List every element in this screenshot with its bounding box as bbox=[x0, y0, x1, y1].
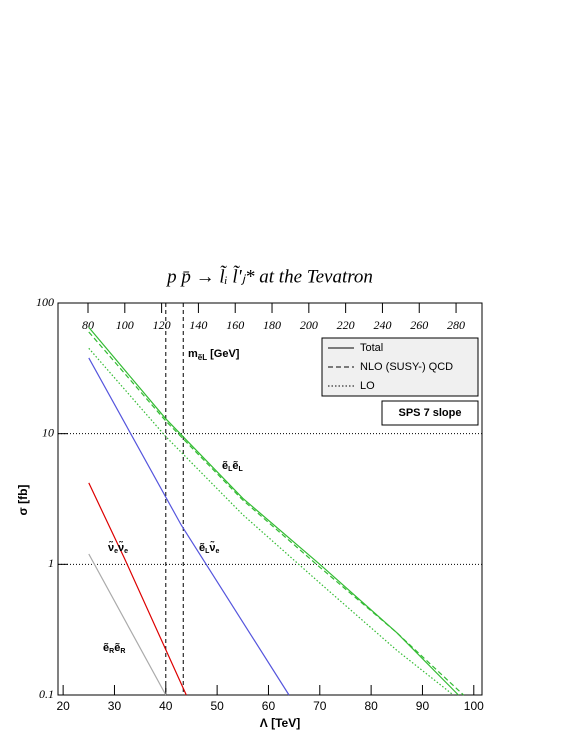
series-label-base: ν̃ bbox=[209, 541, 215, 554]
y-tick-label: 1 bbox=[48, 556, 54, 570]
series-label-base: ẽ bbox=[199, 542, 205, 554]
series-line bbox=[88, 482, 187, 696]
x-tick-label: 30 bbox=[108, 699, 122, 713]
series-label: ẽRẽR bbox=[103, 642, 125, 655]
x-tick-label: 50 bbox=[210, 699, 224, 713]
series-label: ν̃eν̃e bbox=[108, 541, 128, 555]
series-label-sub: R bbox=[109, 648, 114, 655]
x2-tick-label: 120 bbox=[153, 318, 171, 332]
x-tick-label: 90 bbox=[416, 699, 430, 713]
series-line bbox=[88, 347, 454, 696]
x-tick-label: 60 bbox=[262, 699, 276, 713]
y-tick-label: 0.1 bbox=[39, 687, 54, 701]
x-tick-label: 70 bbox=[313, 699, 327, 713]
x2-tick-label: 220 bbox=[337, 318, 355, 332]
x2-tick-label: 260 bbox=[410, 318, 428, 332]
series-label-sub: L bbox=[228, 466, 233, 473]
chart-title: p p̄ → l̃ᵢ l̃'ⱼ* at the Tevatron bbox=[165, 266, 373, 288]
x-axis-label: Λ [TeV] bbox=[260, 716, 300, 730]
x2-tick-label: 240 bbox=[373, 318, 391, 332]
series-label-base: ν̃ bbox=[118, 541, 124, 554]
legend-label: Total bbox=[360, 342, 383, 354]
x2-label-main: m bbox=[188, 348, 198, 360]
series-label-sub: R bbox=[120, 648, 125, 655]
legend-label: LO bbox=[360, 380, 375, 392]
series-label-base: ẽ bbox=[222, 460, 228, 472]
x2-tick-label: 100 bbox=[116, 318, 134, 332]
y-axis-label: σ [fb] bbox=[16, 485, 30, 516]
series-line bbox=[88, 327, 459, 696]
series-label-base: ẽ bbox=[232, 460, 238, 472]
x-tick-label: 20 bbox=[56, 699, 70, 713]
series-line bbox=[88, 553, 167, 696]
x-tick-label: 80 bbox=[364, 699, 378, 713]
x2-tick-label: 160 bbox=[226, 318, 244, 332]
series-label-sub: L bbox=[239, 466, 244, 473]
series-label-sub: e bbox=[124, 548, 128, 555]
x2-tick-label: 200 bbox=[300, 318, 318, 332]
x2-tick-label: 280 bbox=[447, 318, 465, 332]
plot-frame bbox=[57, 302, 483, 696]
series-label-base: ν̃ bbox=[108, 541, 114, 554]
legend-label: NLO (SUSY-) QCD bbox=[360, 361, 453, 373]
y-tick-label: 10 bbox=[42, 425, 54, 439]
series-label-base: ẽ bbox=[114, 642, 120, 654]
series-label: ẽLẽL bbox=[222, 460, 244, 473]
x2-axis-label: mẽL [GeV] bbox=[188, 348, 240, 362]
x-tick-label: 40 bbox=[159, 699, 173, 713]
info-box bbox=[381, 400, 479, 426]
series-line bbox=[88, 357, 290, 696]
series-label-sub: e bbox=[216, 548, 220, 555]
series-label: ẽLν̃e bbox=[199, 541, 220, 555]
x-tick-label: 100 bbox=[464, 699, 484, 713]
series-label-sub: L bbox=[205, 548, 210, 555]
series-label-base: ẽ bbox=[103, 642, 109, 654]
y-tick-label: 100 bbox=[36, 295, 54, 309]
series-line bbox=[88, 331, 464, 696]
x2-label-unit: [GeV] bbox=[210, 348, 240, 360]
series-label-sub: e bbox=[114, 548, 118, 555]
x2-tick-label: 80 bbox=[82, 318, 94, 332]
x2-tick-label: 180 bbox=[263, 318, 281, 332]
x2-label-sub: ẽL bbox=[198, 353, 207, 362]
x2-tick-label: 140 bbox=[189, 318, 207, 332]
info-box-label: SPS 7 slope bbox=[399, 407, 462, 419]
